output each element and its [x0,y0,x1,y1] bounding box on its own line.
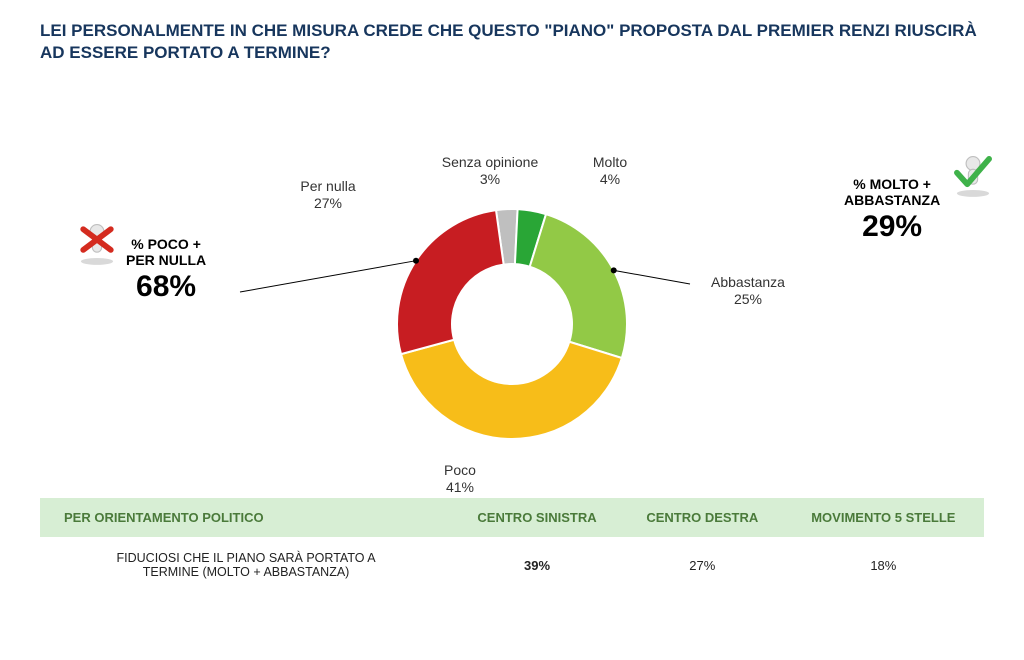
summary-negative: % POCO +PER NULLA 68% [126,236,206,304]
summary-value: 68% [126,270,206,304]
slice-poco [401,340,622,439]
page-title: LEI PERSONALMENTE IN CHE MISURA CREDE CH… [40,20,984,64]
table-cell: 18% [783,537,984,593]
label-text: Molto [593,154,627,170]
table-header: CENTRO SINISTRA [452,498,622,537]
label-text: Senza opinione [442,154,539,170]
summary-positive: % MOLTO +ABBASTANZA 29% [844,176,940,244]
table-cell: 27% [622,537,783,593]
label-per-nulla: Per nulla 27% [278,178,378,212]
table-header: PER ORIENTAMENTO POLITICO [40,498,452,537]
summary-value: 29% [844,210,940,244]
label-abbastanza: Abbastanza 25% [688,274,808,308]
label-pct: 25% [688,291,808,308]
slice-abbastanza [530,214,627,358]
donut-chart [397,209,627,439]
cross-icon [74,220,120,266]
table-header: CENTRO DESTRA [622,498,783,537]
table-row: FIDUCIOSI CHE IL PIANO SARÀ PORTATO A TE… [40,537,984,593]
label-molto: Molto 4% [570,154,650,188]
row-label: FIDUCIOSI CHE IL PIANO SARÀ PORTATO A TE… [40,537,452,593]
table-header-row: PER ORIENTAMENTO POLITICO CENTRO SINISTR… [40,498,984,537]
label-pct: 3% [420,171,560,188]
slice-per_nulla [397,210,504,354]
label-text: Abbastanza [711,274,785,290]
label-text: Per nulla [300,178,355,194]
chart-area: Senza opinione 3% Molto 4% Abbastanza 25… [40,92,984,492]
summary-caption: % MOLTO +ABBASTANZA [844,176,940,208]
label-poco: Poco 41% [420,462,500,496]
label-pct: 4% [570,171,650,188]
table-header: MOVIMENTO 5 STELLE [783,498,984,537]
summary-caption: % POCO +PER NULLA [126,236,206,268]
label-pct: 27% [278,195,378,212]
check-icon [950,152,996,198]
label-senza-opinione: Senza opinione 3% [420,154,560,188]
orientation-table: PER ORIENTAMENTO POLITICO CENTRO SINISTR… [40,498,984,593]
label-text: Poco [444,462,476,478]
label-pct: 41% [420,479,500,496]
table-cell: 39% [452,537,622,593]
